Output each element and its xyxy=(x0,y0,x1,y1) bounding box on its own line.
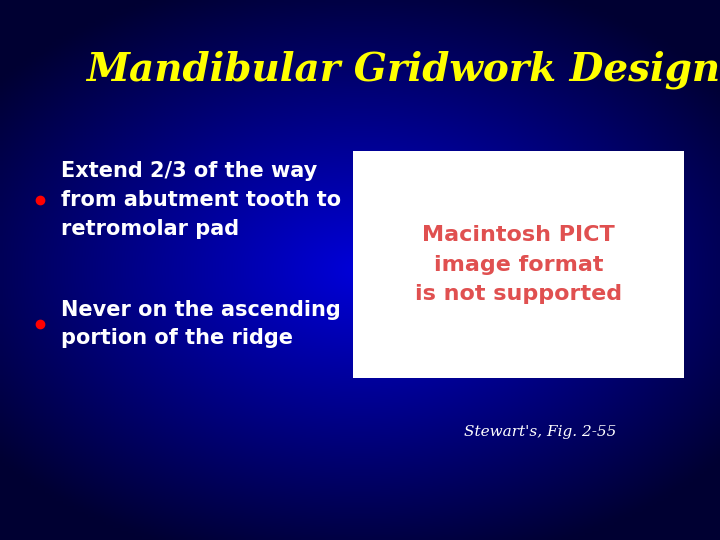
Text: Stewart's, Fig. 2-55: Stewart's, Fig. 2-55 xyxy=(464,425,616,439)
Bar xyxy=(353,151,684,378)
Text: Never on the ascending
portion of the ridge: Never on the ascending portion of the ri… xyxy=(61,300,341,348)
Text: Mandibular Gridwork Design: Mandibular Gridwork Design xyxy=(86,51,720,90)
Text: Macintosh PICT
image format
is not supported: Macintosh PICT image format is not suppo… xyxy=(415,225,622,304)
Text: Extend 2/3 of the way
from abutment tooth to
retromolar pad: Extend 2/3 of the way from abutment toot… xyxy=(61,161,341,239)
